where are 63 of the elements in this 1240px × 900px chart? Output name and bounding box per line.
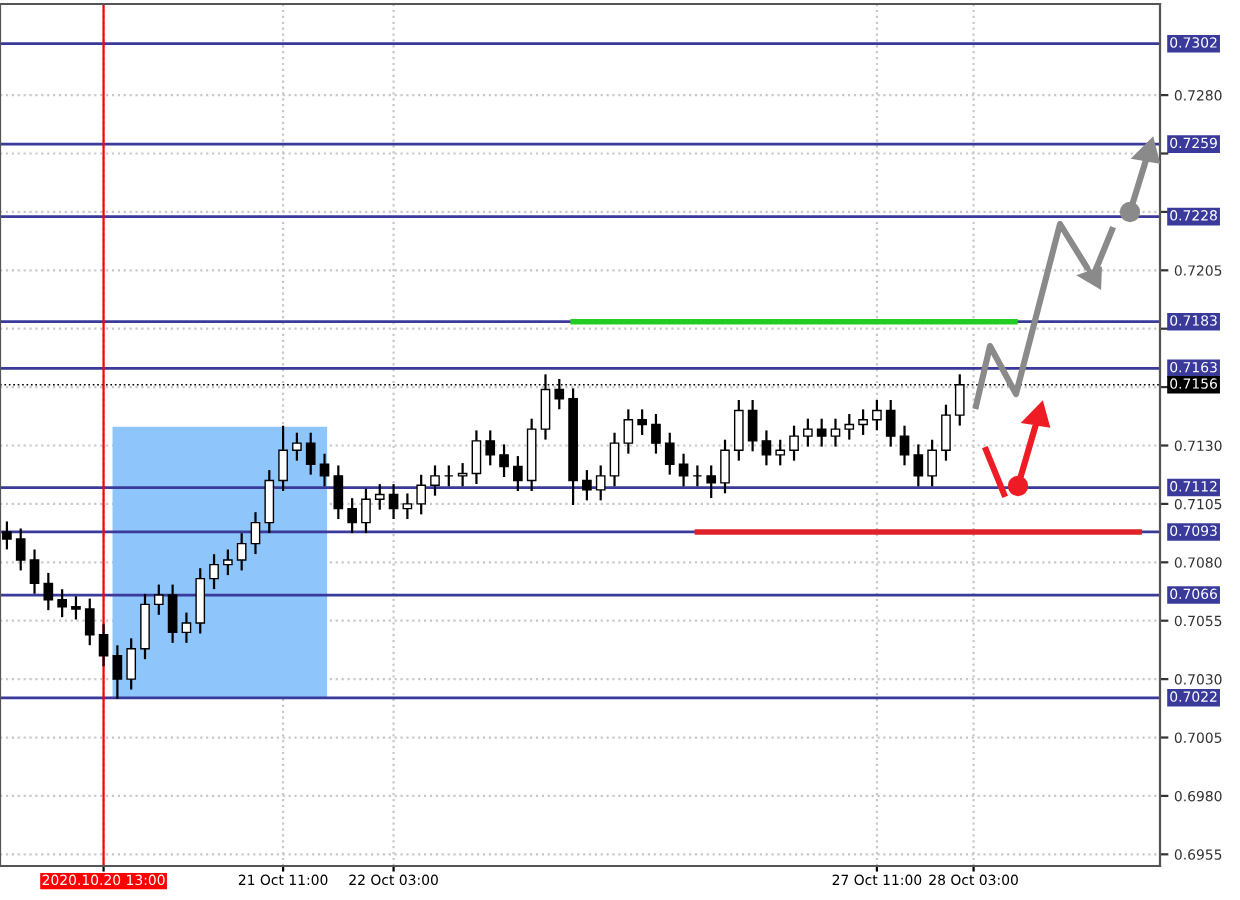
candlestick bbox=[374, 484, 385, 510]
candlestick bbox=[2, 521, 12, 550]
candlestick bbox=[57, 589, 67, 618]
candlestick bbox=[747, 400, 758, 452]
candlestick bbox=[720, 439, 730, 494]
candlestick bbox=[223, 549, 233, 576]
candlestick bbox=[651, 414, 661, 454]
candlestick bbox=[347, 498, 357, 534]
candlestick bbox=[637, 409, 647, 435]
candlestick bbox=[941, 404, 951, 461]
candlestick bbox=[361, 488, 371, 534]
candlestick bbox=[816, 418, 827, 447]
candlestick bbox=[623, 409, 634, 454]
candlestick bbox=[140, 593, 150, 660]
candlestick bbox=[250, 512, 261, 555]
candlestick bbox=[803, 418, 813, 447]
candlestick bbox=[775, 439, 786, 466]
candlestick bbox=[292, 432, 302, 461]
candlestick bbox=[15, 528, 26, 571]
candlestick bbox=[513, 456, 523, 492]
candlestick bbox=[84, 598, 95, 646]
candlestick bbox=[153, 584, 164, 615]
candlestick bbox=[43, 572, 54, 611]
candlestick bbox=[789, 425, 799, 461]
candlestick bbox=[71, 596, 81, 620]
candlestick bbox=[885, 400, 896, 447]
candlestick bbox=[98, 624, 109, 667]
candlestick bbox=[858, 409, 868, 435]
candlestick bbox=[872, 400, 882, 431]
candlestick bbox=[457, 463, 468, 487]
candlestick bbox=[195, 568, 206, 634]
candlestick bbox=[416, 474, 427, 515]
candlestick bbox=[278, 425, 288, 492]
candlestick bbox=[264, 470, 275, 534]
candlestick bbox=[595, 465, 606, 501]
candlestick bbox=[761, 430, 772, 466]
candlestick bbox=[499, 444, 509, 477]
candlestick bbox=[678, 453, 689, 487]
candlestick bbox=[582, 470, 592, 501]
candlestick bbox=[733, 400, 744, 461]
candlestick bbox=[319, 453, 330, 487]
candlestick bbox=[430, 465, 440, 496]
candlestick bbox=[471, 430, 482, 484]
candlestick bbox=[181, 612, 192, 643]
candlestick bbox=[112, 645, 123, 699]
candlestick bbox=[388, 484, 399, 520]
candlestick bbox=[830, 418, 841, 447]
candlestick bbox=[609, 432, 620, 487]
candlestick bbox=[664, 432, 675, 475]
candlestick bbox=[899, 425, 910, 466]
candlestick bbox=[305, 432, 316, 475]
candlestick bbox=[29, 549, 40, 594]
candlestick bbox=[402, 493, 413, 520]
candlestick bbox=[913, 444, 924, 487]
candlestick bbox=[236, 533, 247, 571]
candlestick bbox=[167, 584, 178, 643]
candlestick bbox=[706, 465, 717, 499]
candlestick bbox=[485, 430, 496, 466]
candlestick bbox=[844, 414, 855, 440]
candlestick bbox=[927, 439, 937, 487]
candlestick bbox=[126, 638, 137, 690]
candlestick bbox=[333, 465, 344, 520]
candlestick bbox=[209, 554, 219, 590]
